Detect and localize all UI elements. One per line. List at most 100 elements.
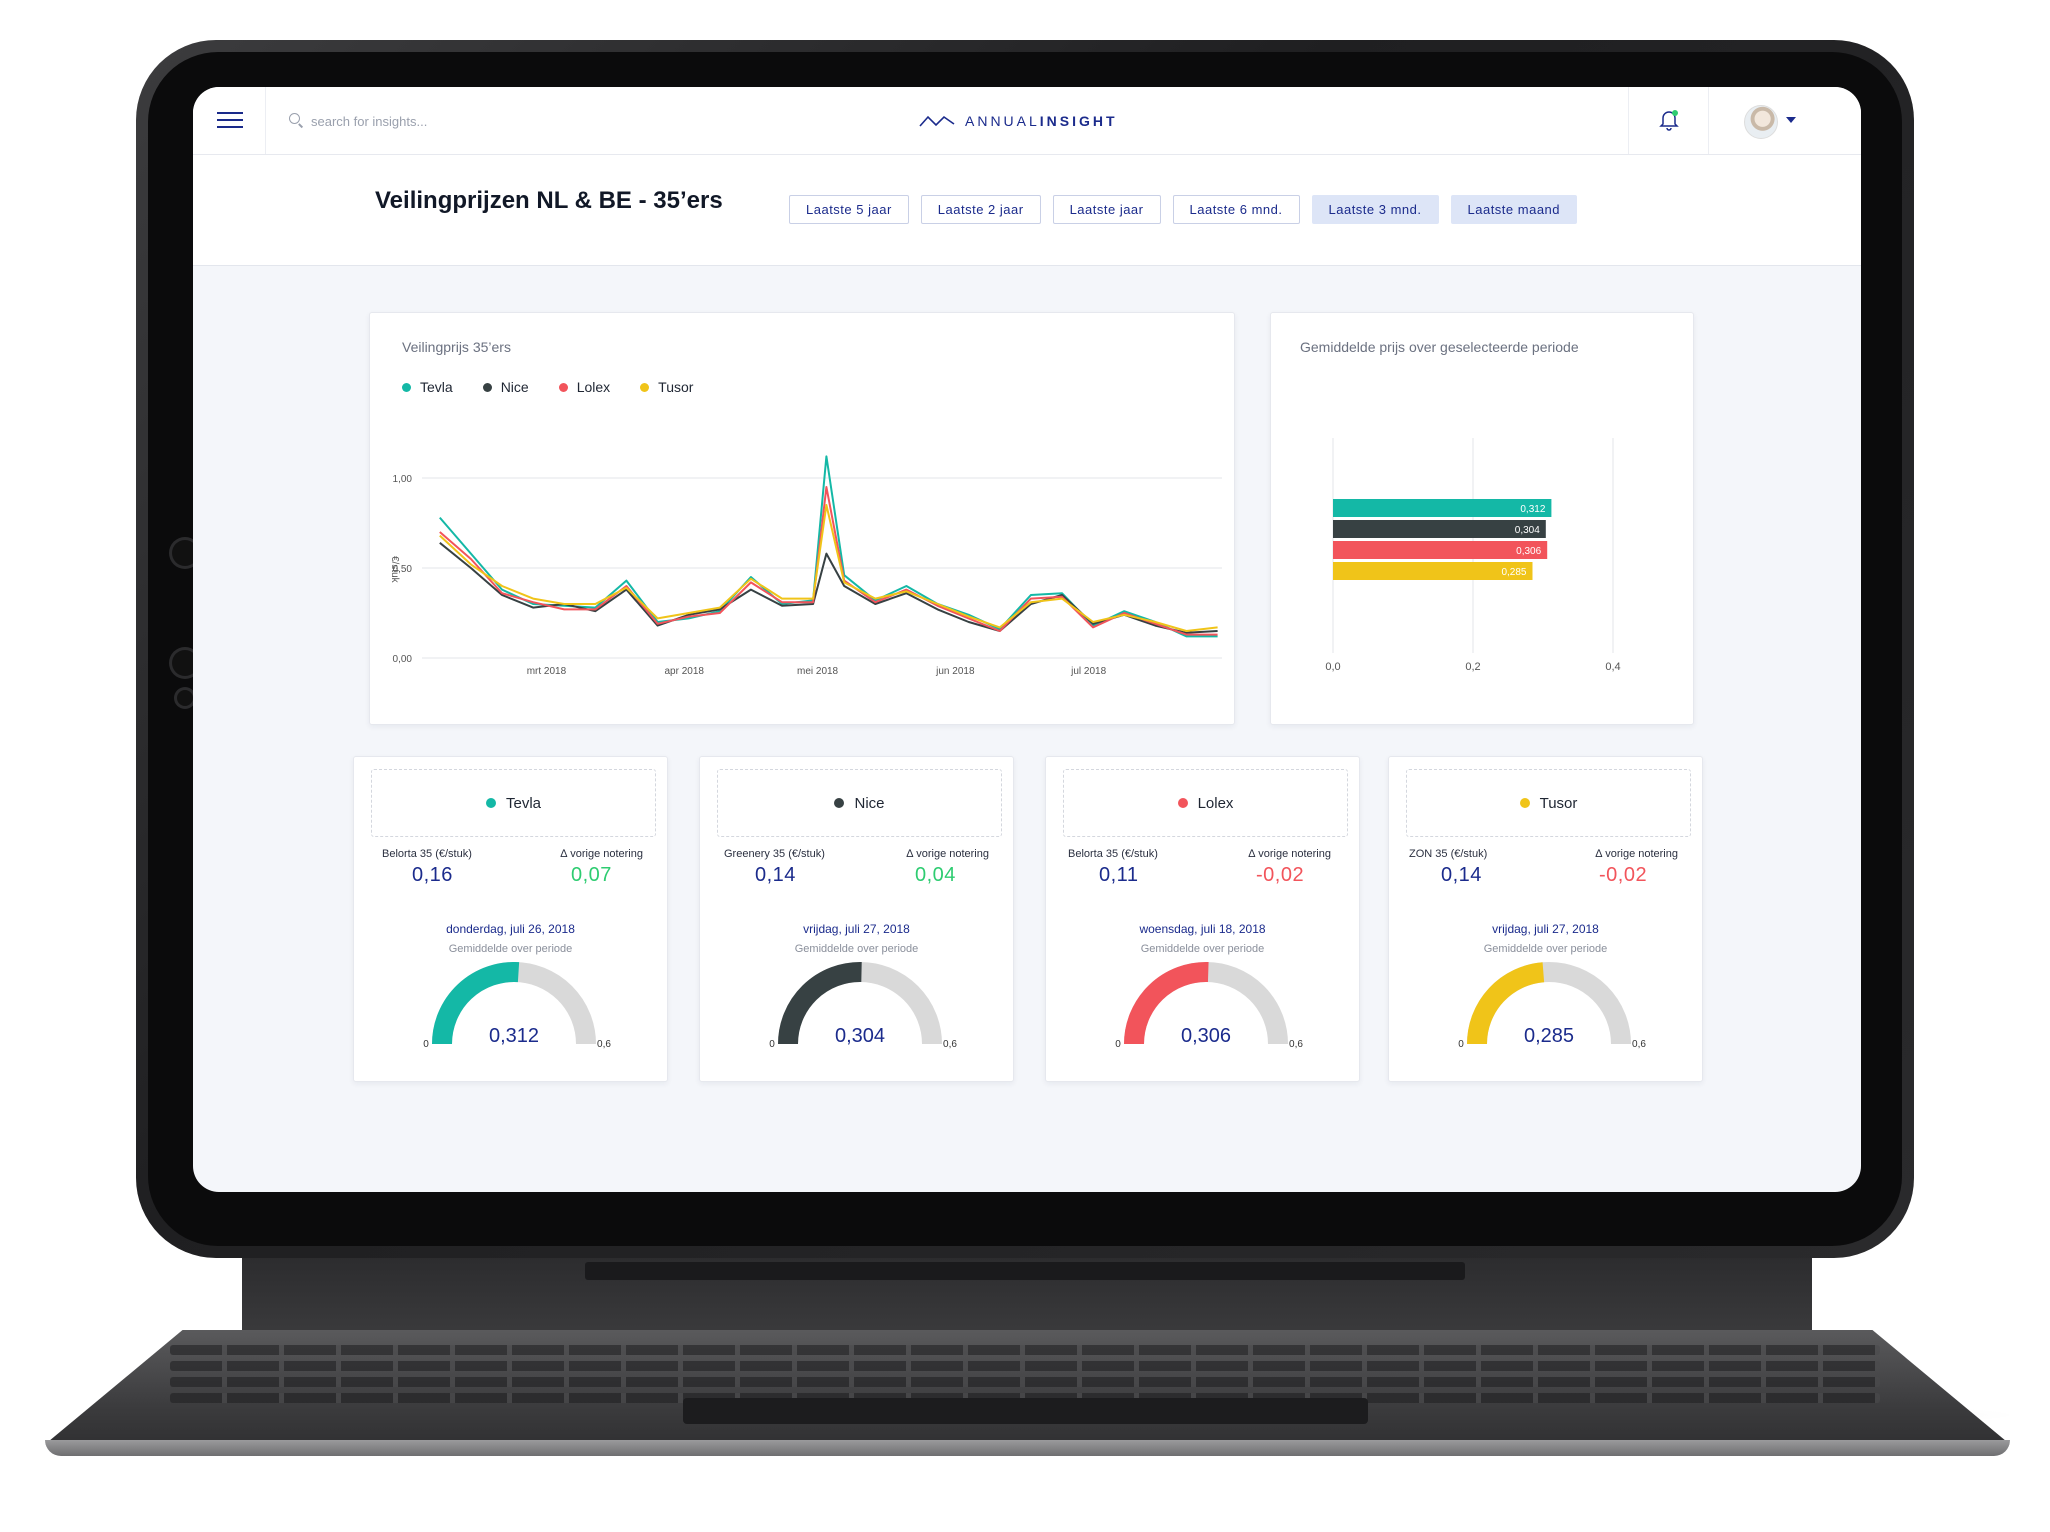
gauge-fill [1124,962,1209,1045]
kpi-delta: -0,02 [1256,864,1305,886]
legend-label: Lolex [576,379,611,395]
legend-item-tevla[interactable]: Tevla [402,379,453,395]
kpi-delta: 0,04 [915,864,956,886]
gauge-max-label: 0,6 [1289,1039,1303,1050]
kpi-delta: 0,07 [571,864,612,886]
series-dot [1519,798,1530,808]
y-tick-label: 0,00 [393,654,413,665]
gauge-value: 0,285 [1524,1025,1574,1047]
kpi-delta: -0,02 [1599,864,1648,886]
legend-item-nice[interactable]: Nice [482,379,529,395]
period-6-months-button[interactable]: Laatste 6 mnd. [1172,195,1300,224]
kpi-card-nice: Nice Greenery 35 (€/stuk) ∆ vorige noter… [699,756,1014,1082]
gauge-fill [1467,962,1545,1045]
gauge-min-label: 0 [1115,1039,1121,1050]
line-chart: 0,00 0,50 1,00 €/stuk mrt 2018 apr 2018 mei 20… [389,455,1222,677]
app-logo[interactable]: ANNUALINSIGHT [919,111,1118,131]
y-tick-label: 0,50 [393,564,413,575]
bar-value-label: 0,285 [1501,567,1526,578]
keyboard-hinge [585,1262,1465,1280]
series-dot [1177,798,1188,808]
user-menu-button[interactable] [1708,87,1861,154]
kpi-product-label: ZON 35 (€/stuk) [1409,848,1488,860]
logo-wave-icon [919,115,955,127]
average-gauge: 0,285 0 0,6 [1458,962,1646,1050]
chevron-down-icon [1786,117,1796,123]
gauge-value: 0,312 [489,1025,539,1047]
period-2-years-button[interactable]: Laatste 2 jaar [920,195,1041,224]
kpi-product-label: Belorta 35 (€/stuk) [382,848,472,860]
bar-lolex [1333,541,1548,559]
kpi-delta-label: ∆ vorige notering [906,848,989,860]
kpi-card-tevla: Tevla Belorta 35 (€/stuk) ∆ vorige noter… [353,756,668,1082]
legend-label: Tusor [658,379,694,395]
bar-nice [1333,520,1546,538]
kpi-value: 0,16 [412,864,453,886]
bar-tevla [1333,499,1552,517]
x-tick-label: jul 2018 [1070,666,1106,677]
keyboard-edge [45,1440,2010,1456]
x-tick-label: 0,2 [1465,661,1480,673]
period-1-year-button[interactable]: Laatste jaar [1052,195,1161,224]
legend-item-tusor[interactable]: Tusor [640,379,693,395]
trackpad [683,1398,1368,1424]
menu-button[interactable] [193,87,266,154]
kpi-date: woensdag, juli 18, 2018 [1139,922,1266,936]
top-navbar: ANNUALINSIGHT [193,87,1861,155]
x-tick-label: mei 2018 [797,666,839,677]
menu-icon [217,112,243,114]
search-input[interactable] [309,110,573,132]
gauge-min-label: 0 [769,1039,775,1050]
menu-icon-line [217,119,243,121]
bar-value-label: 0,306 [1516,546,1541,557]
gauge-fill [432,962,520,1045]
period-1-month-button[interactable]: Laatste maand [1450,195,1578,224]
kpi-value: 0,14 [1441,864,1482,886]
x-tick-label: jun 2018 [935,666,975,677]
kpi-value: 0,11 [1099,864,1139,886]
kpi-name: Lolex [1197,794,1234,812]
legend-dot [402,382,411,392]
gauge-max-label: 0,6 [1632,1039,1646,1050]
kpi-average-label: Gemiddelde over periode [448,943,573,955]
line-chart-card: Veilingprijs 35’ers Tevla Nice Lolex Tus… [369,312,1235,725]
legend-dot [640,382,650,392]
kpi-date: vrijdag, juli 27, 2018 [1492,922,1599,936]
period-3-months-button[interactable]: Laatste 3 mnd. [1311,195,1439,224]
kpi-header: Tevla [371,769,656,837]
kpi-delta-label: ∆ vorige notering [1595,848,1678,860]
gauge-fill [778,962,862,1045]
series-line-tusor [439,504,1218,632]
kpi-date: donderdag, juli 26, 2018 [446,922,575,936]
kpi-name: Nice [854,794,885,812]
kpi-delta-label: ∆ vorige notering [560,848,643,860]
legend-label: Tevla [420,379,453,395]
gauge-max-label: 0,6 [943,1039,957,1050]
gauge-value: 0,304 [835,1025,885,1047]
period-5-years-button[interactable]: Laatste 5 jaar [789,195,909,224]
legend-item-lolex[interactable]: Lolex [558,379,611,395]
page-header: Veilingprijzen NL & BE - 35’ers Laatste … [193,155,1861,266]
series-line-lolex [439,486,1218,636]
bar-value-label: 0,312 [1520,504,1545,515]
legend-dot [482,382,492,392]
kpi-average-label: Gemiddelde over periode [1483,943,1608,955]
kpi-product-label: Belorta 35 (€/stuk) [1068,848,1158,860]
y-tick-label: 1,00 [393,474,413,485]
legend-dot [558,382,568,392]
avatar [1744,105,1778,139]
x-tick-label: 0,0 [1325,661,1340,673]
series-line-tevla [439,455,1218,638]
kpi-value: 0,14 [755,864,796,886]
x-tick-label: mrt 2018 [527,666,567,677]
bar-value-label: 0,304 [1515,525,1540,536]
average-gauge: 0,312 0 0,6 [423,962,611,1050]
menu-icon-line [217,126,243,128]
period-filter: Laatste 5 jaar Laatste 2 jaar Laatste ja… [789,195,1578,224]
gauge-max-label: 0,6 [597,1039,611,1050]
gauge-min-label: 0 [423,1039,429,1050]
bar-chart-title: Gemiddelde prijs over geselecteerde peri… [1300,339,1579,355]
x-tick-label: apr 2018 [664,666,704,677]
notifications-button[interactable] [1628,87,1709,154]
kpi-name: Tusor [1539,794,1578,812]
